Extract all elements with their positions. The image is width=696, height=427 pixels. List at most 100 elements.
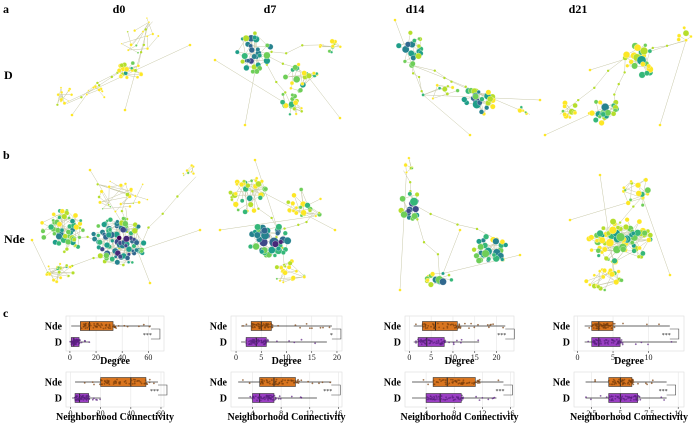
group-label-nde: Nde (553, 378, 571, 389)
tick-label: 20 (97, 409, 105, 418)
network-graphs (30, 17, 693, 292)
significance-label: *** (143, 333, 152, 339)
tick-label: 40 (127, 409, 135, 418)
significance-label: *** (662, 333, 671, 339)
tick-label: 10 (449, 353, 457, 362)
group-label-d: D (563, 394, 570, 405)
significance-bracket (150, 328, 161, 340)
network-nde-d7 (218, 158, 337, 284)
tick-label: 5 (259, 353, 263, 362)
tick-label: 0 (68, 353, 72, 362)
tick-label: 10 (645, 353, 653, 362)
significance-bracket (505, 328, 515, 340)
axis-label: Degree (100, 356, 130, 367)
tick-label: 15 (308, 353, 316, 362)
group-label-nde: Nde (384, 378, 402, 389)
significance-label: *** (495, 389, 504, 395)
group-label-d: D (220, 338, 227, 349)
tick-label: 60 (157, 409, 165, 418)
axis-label: Neighborhood Connectivity (400, 412, 518, 423)
boxplot-d14-degree: 0 5 10 15 20 Nde D *** Degree (384, 315, 515, 367)
tick-label: 20 (92, 353, 100, 362)
row-label-nde: Nde (4, 232, 25, 246)
axis-label: Neighborhood Connectivity (227, 412, 345, 423)
tick-label: 15 (471, 353, 479, 362)
row-label-d: D (4, 68, 13, 82)
group-label-d: D (394, 338, 401, 349)
group-label-nde: Nde (45, 322, 63, 333)
network-d-d0 (55, 17, 192, 117)
box-nde (259, 377, 296, 387)
group-label-d: D (563, 338, 570, 349)
axis-label: Neighborhood Connectivity (570, 412, 688, 423)
network-d-d7 (213, 31, 342, 127)
boxplot-d7-neighborhood-connectivity: 4 8 12 16 Nde D *** Neighborhood Connectivity (210, 371, 346, 423)
tick-label: 16 (506, 409, 514, 418)
boxplot-d14-neighborhood-connectivity: 4 8 12 16 Nde D *** Neighborhood Connectivity (384, 371, 519, 423)
significance-label: *** (497, 333, 506, 339)
tick-label: 0 (576, 353, 580, 362)
column-header-d0: d0 (112, 2, 126, 16)
significance-bracket (666, 384, 676, 396)
tick-label: 10 (674, 409, 682, 418)
tick-label: 0 (69, 409, 73, 418)
network-nde-d21 (568, 173, 672, 292)
group-label-nde: Nde (210, 378, 228, 389)
tick-label: 16 (334, 409, 342, 418)
tick-label: 5 (429, 353, 433, 362)
tick-label: 5 (611, 353, 615, 362)
significance-label: *** (659, 389, 668, 395)
significance-label: * (330, 333, 333, 339)
tick-label: 20 (333, 353, 341, 362)
boxplot-d0-neighborhood-connectivity: 0 20 40 60 Nde D *** Neighborhood Connectivity (45, 371, 174, 423)
panel-letter-a: a (3, 2, 9, 16)
network-nde-d14 (398, 156, 522, 292)
network-d-d21 (543, 26, 693, 137)
significance-bracket (331, 328, 342, 340)
tick-label: 5 (618, 409, 622, 418)
tick-label: 2.5 (586, 409, 596, 418)
group-label-d: D (55, 338, 62, 349)
significance-bracket (503, 384, 513, 396)
tick-label: 60 (144, 353, 152, 362)
tick-label: 8 (452, 409, 456, 418)
column-header-d14: d14 (405, 2, 425, 16)
box-nde (100, 377, 147, 387)
tick-label: 20 (493, 353, 501, 362)
tick-label: 40 (118, 353, 126, 362)
significance-label: *** (323, 389, 332, 395)
column-header-d7: d7 (263, 2, 277, 16)
tick-label: 0 (234, 353, 238, 362)
group-label-d: D (55, 394, 62, 405)
network-d-d14 (393, 18, 542, 137)
tick-label: 12 (306, 409, 314, 418)
group-label-nde: Nde (553, 322, 571, 333)
boxplot-d7-degree: 0 5 10 15 20 Nde D * Degree (210, 315, 343, 367)
group-label-nde: Nde (384, 322, 402, 333)
significance-bracket (331, 384, 341, 396)
boxplot-d21-neighborhood-connectivity: 2.5 5 7.5 10 Nde D *** Neighborhood Connectivit… (553, 371, 688, 423)
tick-label: 4 (250, 409, 254, 418)
group-label-nde: Nde (45, 378, 63, 389)
boxplot-d0-degree: 0 20 40 60 Nde D *** Degree (45, 315, 165, 367)
boxplot-d21-degree: 0 5 10 Nde D *** Degree (553, 315, 685, 367)
panel-letter-c: c (3, 306, 9, 320)
column-header-d21: d21 (568, 2, 588, 16)
axis-label: Degree (272, 356, 302, 367)
tick-label: 4 (424, 409, 428, 418)
axis-label: Neighborhood Connectivity (56, 412, 174, 423)
axis-label: Degree (445, 356, 475, 367)
group-label-d: D (220, 394, 227, 405)
group-label-nde: Nde (210, 322, 228, 333)
tick-label: 0 (407, 353, 411, 362)
significance-label: *** (150, 389, 159, 395)
significance-bracket (669, 328, 680, 340)
tick-label: 7.5 (644, 409, 654, 418)
tick-label: 8 (279, 409, 283, 418)
tick-label: 10 (283, 353, 291, 362)
panel-letter-b: b (3, 148, 10, 162)
group-label-d: D (394, 394, 401, 405)
significance-bracket (157, 384, 168, 396)
